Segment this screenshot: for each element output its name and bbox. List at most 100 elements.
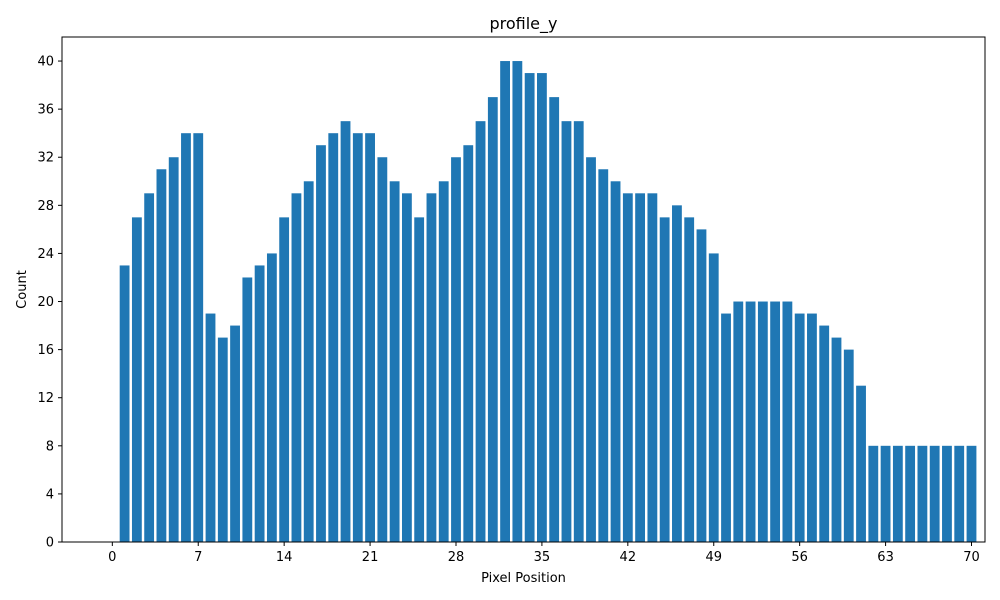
bar [438, 181, 449, 543]
x-axis-ticks: 0 7 14 21 28 35 42 49 56 63 70 [108, 542, 980, 565]
bar [807, 313, 817, 542]
plot-area-frame [61, 36, 986, 543]
y-tick-label: 36 [37, 103, 54, 118]
y-tick-label: 32 [37, 151, 54, 166]
x-tick-label: 35 [534, 550, 551, 565]
bar [966, 445, 977, 542]
bar [340, 121, 351, 543]
bar [389, 181, 400, 543]
bar [205, 313, 216, 542]
bar [721, 313, 731, 542]
bar [401, 193, 412, 543]
x-tick-label: 49 [705, 550, 722, 565]
bar [217, 337, 228, 542]
x-tick-label: 14 [276, 550, 293, 565]
y-tick-label: 4 [46, 487, 54, 502]
bar [475, 121, 486, 543]
bar [414, 217, 425, 542]
y-tick-label: 24 [37, 247, 54, 262]
bar [463, 145, 474, 542]
bar [352, 133, 363, 542]
y-tick-label: 12 [37, 391, 54, 406]
bar [524, 73, 535, 543]
bar [156, 169, 167, 542]
bar [782, 301, 793, 542]
bar [131, 217, 142, 542]
bar [193, 133, 204, 542]
bar [266, 253, 277, 542]
bar [672, 205, 682, 543]
bar [573, 121, 584, 543]
bar [819, 325, 830, 542]
bar [843, 349, 854, 542]
y-axis-label: Count [15, 270, 30, 309]
bar [708, 253, 719, 542]
bar [303, 181, 314, 543]
bar [168, 157, 179, 542]
x-tick-label: 42 [620, 550, 637, 565]
x-tick-label: 56 [791, 550, 808, 565]
bar [377, 157, 388, 542]
bar [279, 217, 290, 542]
bar [561, 121, 572, 543]
bar [647, 193, 658, 543]
bar [598, 169, 609, 542]
bar [181, 133, 191, 542]
bar [622, 193, 633, 543]
bar [794, 313, 805, 542]
bar [880, 445, 891, 542]
bar [684, 217, 695, 542]
bar [549, 97, 560, 542]
bar [610, 181, 621, 543]
bar [892, 445, 903, 542]
bar [365, 133, 375, 542]
bar [659, 217, 670, 542]
bar [929, 445, 940, 542]
bar [745, 301, 756, 542]
bar [500, 61, 510, 543]
bar [954, 445, 965, 542]
bar [856, 385, 866, 542]
chart-title: profile_y [489, 14, 557, 34]
bar [487, 97, 498, 542]
bar [254, 265, 265, 542]
bar [230, 325, 240, 542]
y-tick-label: 28 [37, 199, 54, 214]
bar [512, 61, 523, 543]
x-tick-label: 28 [448, 550, 465, 565]
bar [635, 193, 646, 543]
y-tick-label: 16 [37, 343, 54, 358]
bar [868, 445, 879, 542]
bar [328, 133, 339, 542]
bar [242, 277, 253, 542]
x-tick-label: 21 [362, 550, 379, 565]
bar [291, 193, 302, 543]
bar [942, 445, 952, 542]
x-tick-label: 7 [194, 550, 202, 565]
bar [757, 301, 768, 542]
y-tick-label: 0 [46, 536, 54, 551]
y-tick-label: 40 [37, 55, 54, 70]
bar [917, 445, 928, 542]
bar [316, 145, 326, 542]
y-tick-label: 8 [46, 439, 54, 454]
bar [119, 265, 130, 542]
bar [831, 337, 842, 542]
bars-layer [119, 61, 977, 543]
x-tick-label: 70 [963, 550, 980, 565]
y-tick-label: 20 [37, 295, 54, 310]
bar [733, 301, 744, 542]
x-axis-label: Pixel Position [481, 571, 566, 586]
bar [426, 193, 437, 543]
bar [537, 73, 547, 543]
bar [144, 193, 155, 543]
bar [451, 157, 461, 542]
bar [586, 157, 596, 542]
bar [696, 229, 707, 542]
y-axis-ticks: 0 4 8 12 16 20 24 28 32 36 40 [37, 55, 62, 551]
bar [905, 445, 916, 542]
bar [770, 301, 781, 542]
x-tick-label: 0 [108, 550, 116, 565]
